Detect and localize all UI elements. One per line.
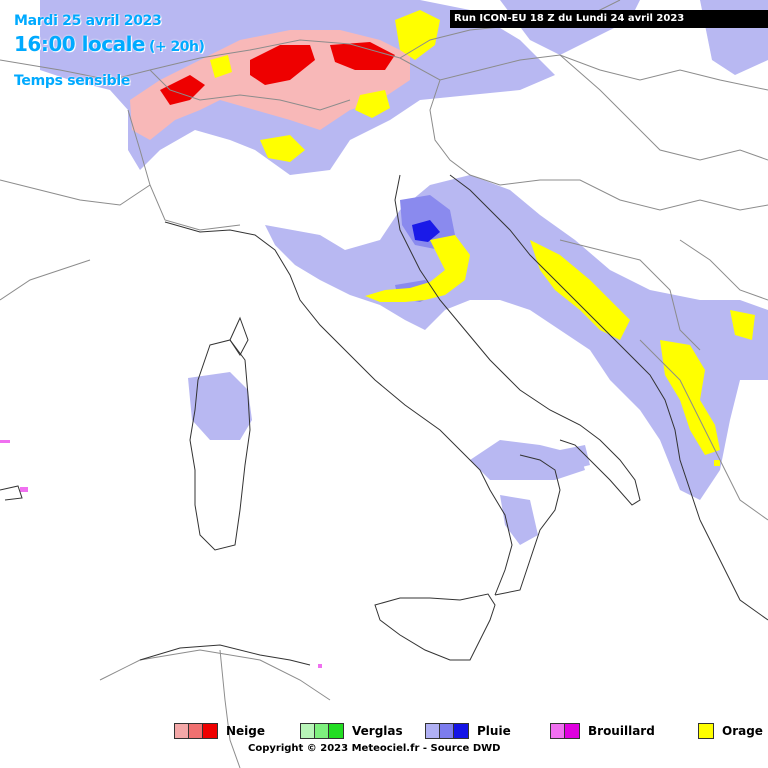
coastlines xyxy=(0,174,768,666)
legend-swatch-thunder xyxy=(698,723,714,739)
legend-swatch-cell xyxy=(454,724,468,738)
border-serbia xyxy=(679,239,768,301)
legend-swatch-cell xyxy=(551,724,565,738)
legend-swatch-snow xyxy=(174,723,218,739)
snow-area-alps-heavy-3 xyxy=(160,75,205,105)
thunder-area-alps-4 xyxy=(210,55,232,78)
legend-label-snow: Neige xyxy=(226,724,266,738)
thunder-area-alps-3 xyxy=(355,90,390,118)
legend-swatch-cell xyxy=(189,724,203,738)
product-title: Temps sensible xyxy=(14,73,131,89)
legend-label-fog: Brouillard xyxy=(588,724,655,738)
model-run-banner: Run ICON-EU 18 Z du Lundi 24 avril 2023 xyxy=(450,10,768,28)
legend-item-ice: Verglas xyxy=(300,723,403,739)
coast-north-africa xyxy=(139,644,311,666)
border-hungary xyxy=(559,54,768,161)
thunder-area-alps-1 xyxy=(395,10,440,60)
border-bosnia xyxy=(559,239,701,351)
legend-swatch-cell xyxy=(329,724,343,738)
forecast-time: 16:00 locale (+ 20h) xyxy=(14,32,205,56)
coast-adriatic-italy xyxy=(394,174,641,506)
legend-swatch-rain xyxy=(425,723,469,739)
legend-item-thunder: Orage xyxy=(698,723,763,739)
legend-swatch-cell xyxy=(565,724,579,738)
forecast-offset: (+ 20h) xyxy=(149,39,205,55)
legend-swatch-cell xyxy=(175,724,189,738)
fog-patch-2 xyxy=(20,487,28,492)
coast-sardinia xyxy=(189,339,251,551)
legend-label-rain: Pluie xyxy=(477,724,511,738)
border-montenegro xyxy=(639,339,768,521)
fog-patch-1 xyxy=(0,440,10,443)
coast-calabria-ionian xyxy=(494,454,561,596)
legend-label-ice: Verglas xyxy=(352,724,403,738)
forecast-time-label: 16:00 locale xyxy=(14,32,146,56)
coast-balearic xyxy=(0,485,23,501)
border-switzerland xyxy=(149,69,351,111)
precipitation-layer xyxy=(0,0,768,668)
legend-swatch-cell xyxy=(203,724,217,738)
border-alps-north xyxy=(0,39,768,91)
border-west xyxy=(0,179,151,206)
rain-area-calabria xyxy=(500,495,538,545)
snow-area-alps-heavy-2 xyxy=(330,42,395,70)
border-west-2 xyxy=(0,259,91,301)
thunder-patch-balkans-3 xyxy=(714,460,720,466)
border-algeria-tunisia xyxy=(219,649,241,768)
snow-area-alps-heavy-1 xyxy=(250,45,315,85)
forecast-date: Mardi 25 avril 2023 xyxy=(14,13,162,29)
thunder-area-balkans-2 xyxy=(730,310,755,340)
coast-adriatic-balkan xyxy=(449,174,701,521)
rain-area-south-1 xyxy=(470,440,585,480)
thunder-area-adriatic xyxy=(365,235,470,302)
rain-area-adriatic-heavy xyxy=(412,220,440,242)
coast-sicily xyxy=(374,593,496,661)
rain-area-sardinia xyxy=(188,372,252,440)
legend-item-fog: Brouillard xyxy=(550,723,655,739)
border-north-africa xyxy=(99,649,331,701)
legend-swatch-cell xyxy=(440,724,454,738)
legend-item-snow: Neige xyxy=(174,723,265,739)
legend: Neige Verglas Pluie Brouillard Orage Cop… xyxy=(0,718,768,768)
legend-item-rain: Pluie xyxy=(425,723,511,739)
coast-greece xyxy=(699,519,768,621)
thunder-area-balkans-1 xyxy=(660,340,720,455)
thunder-area-dalmatia xyxy=(530,240,630,340)
legend-swatch-fog xyxy=(550,723,580,739)
coast-corsica xyxy=(229,316,249,356)
legend-swatch-ice xyxy=(300,723,344,739)
border-france-italy xyxy=(127,109,241,231)
coast-ligurian-tyrrhenian xyxy=(164,221,513,596)
legend-label-thunder: Orage xyxy=(722,724,763,738)
border-croatia xyxy=(499,179,768,211)
legend-swatch-cell xyxy=(301,724,315,738)
rain-area-south-2 xyxy=(560,445,590,470)
border-slovenia xyxy=(429,79,501,186)
legend-swatch-cell xyxy=(315,724,329,738)
thunder-area-alps-2 xyxy=(260,135,305,162)
legend-swatch-cell xyxy=(426,724,440,738)
legend-swatch-cell xyxy=(699,724,713,738)
rain-area-central xyxy=(265,175,768,500)
fog-patch-3 xyxy=(318,664,322,668)
copyright-text: Copyright © 2023 Meteociel.fr - Source D… xyxy=(248,743,501,754)
